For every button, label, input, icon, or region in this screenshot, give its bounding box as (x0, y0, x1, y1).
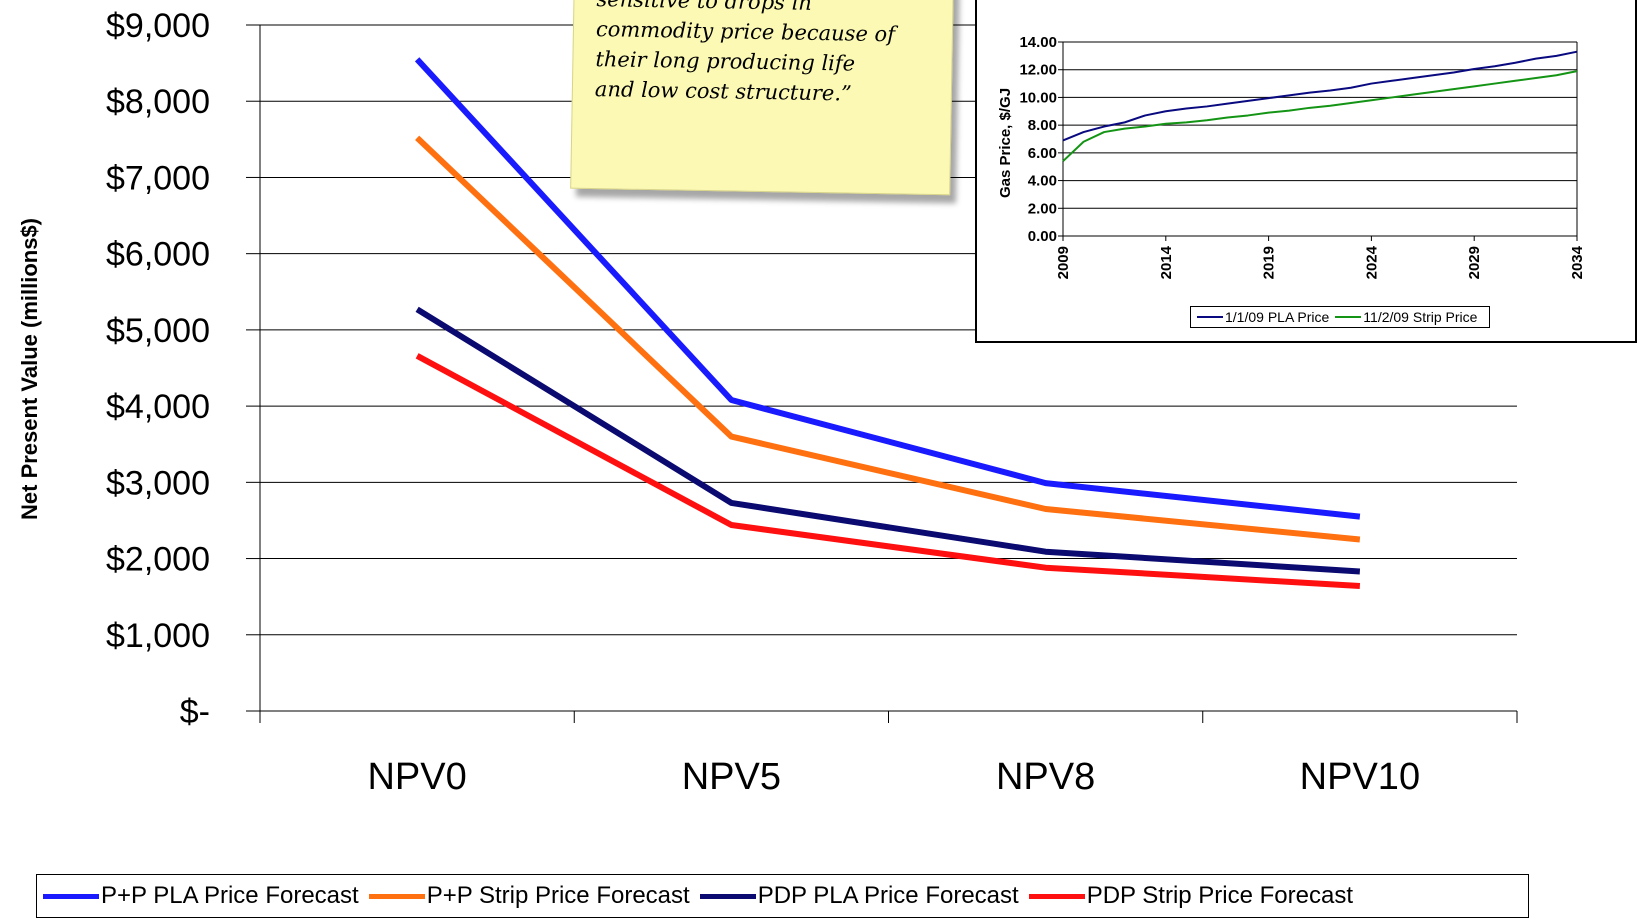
inset-x-tick-labels: 2009 2014 2019 2024 2029 2034 (1055, 245, 1586, 279)
main-axes (246, 24, 1518, 723)
legend-swatch (699, 893, 756, 899)
inset-y-axis-label: Gas Price, $/GJ (997, 88, 1014, 198)
inset-y-tick-label: 2.00 (1028, 200, 1057, 217)
legend-item: P+P Strip Price Forecast (368, 882, 690, 910)
main-series-lines (414, 57, 1361, 589)
inset-legend-label: 11/2/09 Strip Price (1363, 309, 1478, 325)
inset-x-tick-label: 2019 (1261, 246, 1278, 279)
legend-label: P+P PLA Price Forecast (101, 882, 359, 909)
inset-legend-swatch (1197, 316, 1223, 318)
inset-y-tick-label: 0.00 (1028, 228, 1057, 245)
inset-legend-item: 11/2/09 Strip Price (1335, 309, 1477, 325)
y-tick-label: $9,000 (106, 7, 210, 45)
legend-swatch (43, 893, 99, 899)
main-x-tick-labels: NPV0 NPV5 NPV8 NPV10 (367, 756, 1420, 798)
main-y-axis-label: Net Present Value (millions$) (17, 218, 42, 520)
y-tick-label: $6,000 (106, 236, 210, 274)
series-line (415, 306, 1361, 575)
legend-label: PDP PLA Price Forecast (757, 882, 1019, 909)
y-tick-label: $- (180, 693, 210, 731)
inset-series-line (1062, 70, 1578, 162)
inset-series-lines (1062, 50, 1578, 162)
inset-legend: 1/1/09 PLA Price 11/2/09 Strip Price (1190, 306, 1491, 328)
inset-y-tick-labels: 0.00 2.00 4.00 6.00 8.00 10.00 12.00 14.00 (1019, 34, 1057, 245)
y-tick-label: $5,000 (106, 312, 210, 350)
legend-swatch (1028, 893, 1085, 899)
series-line (415, 135, 1361, 543)
y-tick-label: $2,000 (106, 541, 210, 579)
y-tick-label: $3,000 (106, 464, 210, 502)
inset-y-tick-label: 12.00 (1019, 62, 1057, 79)
legend-item: PDP PLA Price Forecast (699, 882, 1019, 910)
inset-x-tick-label: 2034 (1569, 245, 1586, 279)
y-tick-label: $8,000 (106, 83, 210, 121)
legend-item: P+P PLA Price Forecast (43, 882, 359, 910)
inset-legend-swatch (1335, 316, 1362, 318)
inset-x-tick-label: 2029 (1466, 246, 1483, 279)
legend-label: PDP Strip Price Forecast (1086, 882, 1353, 909)
inset-gridlines (1058, 41, 1578, 241)
inset-y-tick-label: 6.00 (1028, 145, 1057, 162)
inset-x-tick-label: 2024 (1363, 245, 1380, 279)
inset-y-tick-label: 14.00 (1019, 34, 1057, 51)
series-line (415, 353, 1361, 589)
inset-y-tick-label: 10.00 (1019, 89, 1057, 106)
legend-label: P+P Strip Price Forecast (426, 882, 690, 909)
y-tick-label: $4,000 (106, 388, 210, 426)
y-tick-label: $1,000 (106, 617, 210, 655)
x-tick-label: NPV5 (682, 756, 781, 798)
gas-price-line-chart: 0.00 2.00 4.00 6.00 8.00 10.00 12.00 14.00 2009… (997, 34, 1586, 279)
inset-series-line (1062, 50, 1578, 142)
inset-y-tick-label: 4.00 (1028, 173, 1057, 190)
gas-price-inset-chart: 0.00 2.00 4.00 6.00 8.00 10.00 12.00 14.00 2009… (975, 0, 1637, 343)
inset-legend-label: 1/1/09 PLA Price (1225, 309, 1330, 325)
main-y-tick-labels: $- $1,000 $2,000 $3,000 $4,000 $5,000 $6,000 $7… (106, 7, 210, 731)
sticky-note: sensitive to drops in commodity price be… (570, 0, 954, 196)
series-line (414, 57, 1361, 520)
legend-item: PDP Strip Price Forecast (1028, 882, 1353, 910)
x-tick-label: NPV0 (367, 756, 466, 798)
y-tick-label: $7,000 (106, 159, 210, 197)
x-tick-label: NPV8 (996, 756, 1095, 798)
note-line: and low cost structure.” (594, 77, 852, 106)
inset-y-tick-label: 8.00 (1028, 117, 1057, 134)
inset-legend-item: 1/1/09 PLA Price (1197, 309, 1329, 325)
x-tick-label: NPV10 (1300, 756, 1420, 798)
inset-x-tick-label: 2009 (1055, 246, 1072, 279)
legend-swatch (368, 893, 425, 899)
main-legend: P+P PLA Price Forecast P+P Strip Price Fo… (36, 874, 1529, 918)
inset-x-tick-label: 2014 (1158, 245, 1175, 279)
